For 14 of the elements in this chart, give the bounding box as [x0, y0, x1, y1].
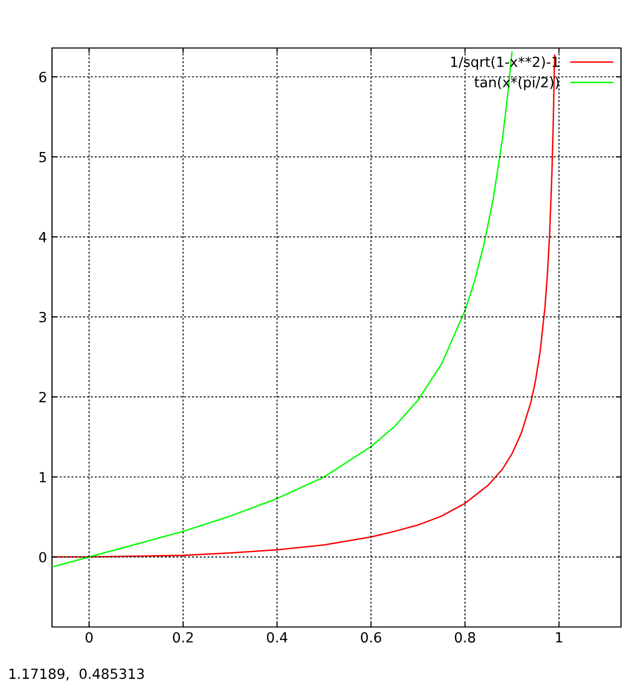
y-tick-label: 5	[39, 152, 46, 162]
x-tick-label: 0	[86, 632, 93, 643]
x-tick-label: 1	[556, 632, 562, 642]
y-tick-label: 3	[39, 312, 46, 322]
x-tick-label: 0.6	[360, 632, 382, 643]
y-tick-label: 6	[39, 72, 46, 82]
text: 1.17189, 0.485313	[10, 668, 144, 680]
y-tick-label: 4	[38, 232, 46, 242]
y-tick-label: 2	[39, 392, 46, 402]
x-tick-label: 0.4	[266, 632, 288, 643]
y-tick-label: 0	[39, 552, 46, 562]
x-tick-label: 0.2	[172, 632, 193, 643]
x-tick-label: 0.8	[454, 632, 476, 643]
y-tick-label: 1	[40, 472, 46, 482]
